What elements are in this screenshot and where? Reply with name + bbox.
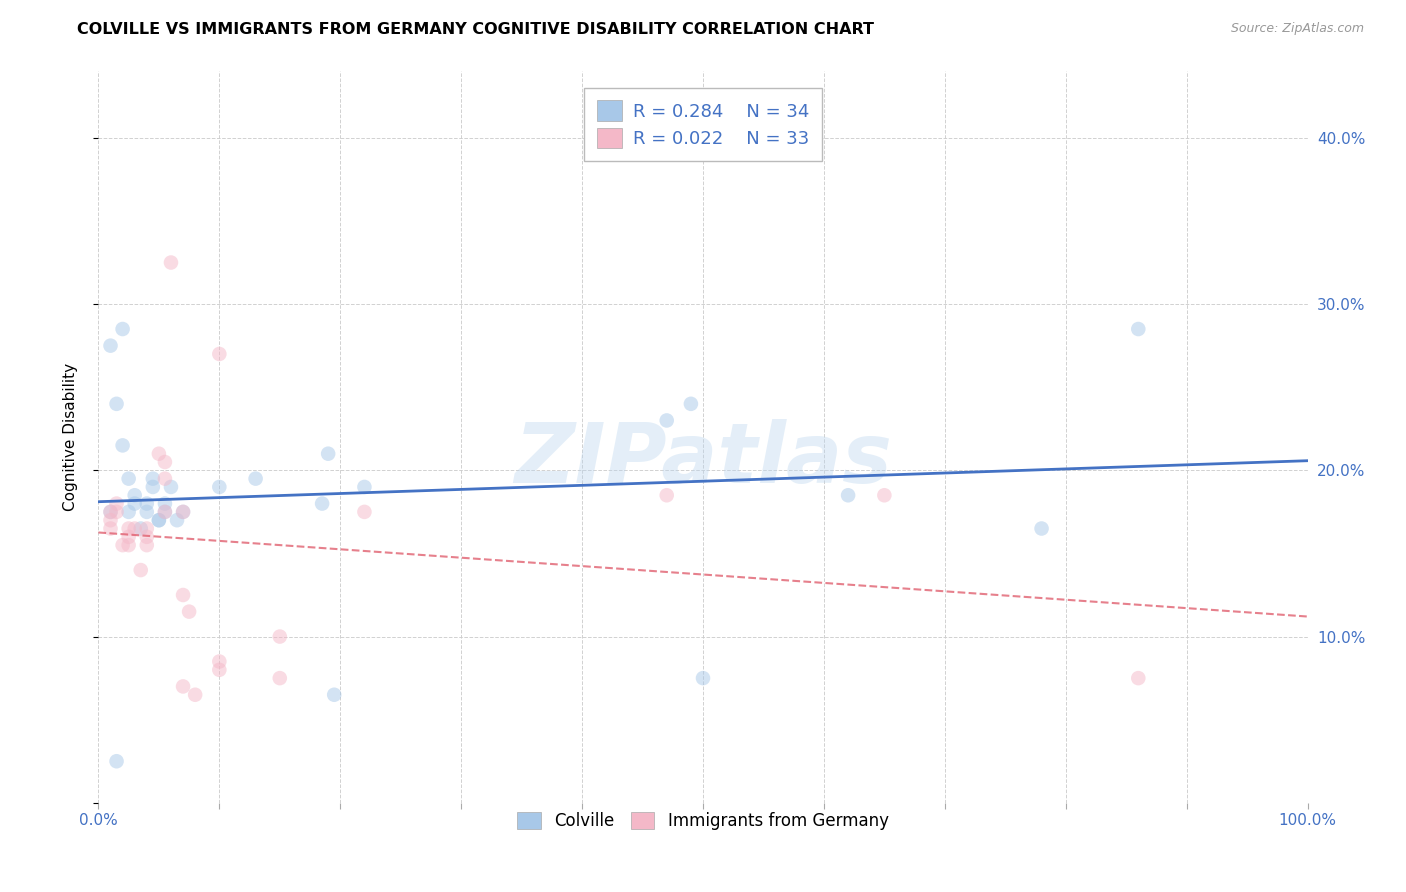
Point	[353, 505, 375, 519]
Point	[679, 397, 702, 411]
Point	[100, 505, 122, 519]
Point	[1128, 671, 1150, 685]
Point	[208, 347, 231, 361]
Point	[118, 530, 141, 544]
Point	[111, 438, 134, 452]
Point	[172, 588, 194, 602]
Point	[160, 255, 183, 269]
Point	[172, 505, 194, 519]
Text: COLVILLE VS IMMIGRANTS FROM GERMANY COGNITIVE DISABILITY CORRELATION CHART: COLVILLE VS IMMIGRANTS FROM GERMANY COGN…	[77, 22, 875, 37]
Point	[135, 538, 157, 552]
Point	[179, 605, 201, 619]
Point	[153, 505, 176, 519]
Point	[105, 505, 128, 519]
Point	[105, 497, 128, 511]
Point	[118, 538, 141, 552]
Point	[655, 413, 678, 427]
Point	[166, 513, 188, 527]
Point	[172, 505, 194, 519]
Point	[655, 488, 678, 502]
Point	[873, 488, 896, 502]
Point	[135, 505, 157, 519]
Point	[316, 447, 339, 461]
Point	[118, 505, 141, 519]
Point	[124, 488, 146, 502]
Point	[135, 530, 157, 544]
Y-axis label: Cognitive Disability: Cognitive Disability	[63, 363, 77, 511]
Point	[148, 513, 170, 527]
Point	[105, 397, 128, 411]
Point	[160, 480, 183, 494]
Point	[100, 521, 122, 535]
Point	[148, 513, 170, 527]
Point	[100, 505, 122, 519]
Point	[208, 480, 231, 494]
Point	[142, 480, 165, 494]
Point	[692, 671, 714, 685]
Point	[172, 680, 194, 694]
Point	[245, 472, 267, 486]
Point	[124, 497, 146, 511]
Point	[269, 671, 291, 685]
Point	[208, 663, 231, 677]
Point	[153, 505, 176, 519]
Point	[129, 563, 152, 577]
Point	[837, 488, 859, 502]
Point	[124, 521, 146, 535]
Point	[142, 472, 165, 486]
Point	[135, 497, 157, 511]
Point	[269, 630, 291, 644]
Point	[135, 521, 157, 535]
Point	[311, 497, 333, 511]
Point	[208, 655, 231, 669]
Point	[184, 688, 207, 702]
Point	[111, 538, 134, 552]
Point	[105, 754, 128, 768]
Point	[153, 455, 176, 469]
Point	[111, 322, 134, 336]
Point	[153, 472, 176, 486]
Point	[118, 472, 141, 486]
Point	[118, 521, 141, 535]
Point	[323, 688, 346, 702]
Point	[1128, 322, 1150, 336]
Point	[148, 447, 170, 461]
Point	[129, 521, 152, 535]
Text: ZIPatlas: ZIPatlas	[515, 418, 891, 500]
Point	[100, 513, 122, 527]
Text: Source: ZipAtlas.com: Source: ZipAtlas.com	[1230, 22, 1364, 36]
Point	[1031, 521, 1053, 535]
Legend: Colville, Immigrants from Germany: Colville, Immigrants from Germany	[509, 804, 897, 838]
Point	[153, 497, 176, 511]
Point	[100, 338, 122, 352]
Point	[353, 480, 375, 494]
